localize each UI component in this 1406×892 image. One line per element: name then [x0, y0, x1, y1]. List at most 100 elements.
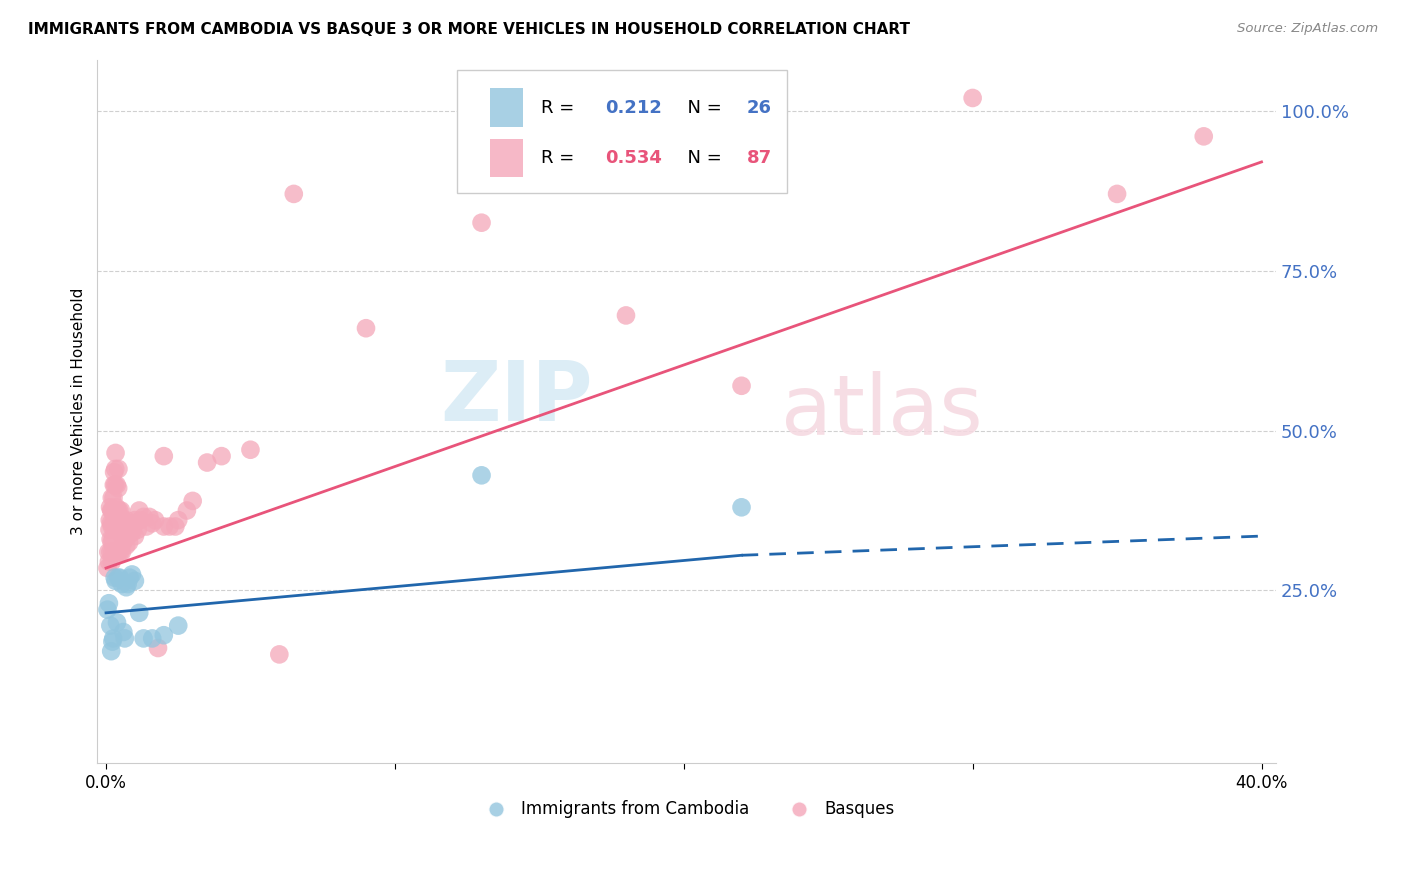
Point: [104, 571, 127, 585]
Point: [152, 449, 174, 463]
Point: [98, 513, 121, 527]
Point: [108, 503, 131, 517]
Point: [152, 628, 174, 642]
Point: [211, 449, 233, 463]
Point: [165, 519, 187, 533]
Point: [101, 545, 124, 559]
Point: [117, 577, 139, 591]
Point: [101, 555, 124, 569]
Point: [167, 618, 190, 632]
Text: atlas: atlas: [780, 371, 983, 452]
Text: 87: 87: [747, 149, 772, 167]
Point: [97, 545, 120, 559]
Point: [107, 571, 129, 585]
Point: [115, 513, 138, 527]
Point: [181, 494, 204, 508]
Point: [103, 503, 125, 517]
Point: [132, 632, 155, 646]
Point: [104, 503, 127, 517]
Point: [167, 513, 190, 527]
Point: [100, 503, 122, 517]
Point: [115, 539, 138, 553]
Point: [111, 545, 134, 559]
Text: R =: R =: [540, 149, 579, 167]
Text: IMMIGRANTS FROM CAMBODIA VS BASQUE 3 OR MORE VEHICLES IN HOUSEHOLD CORRELATION C: IMMIGRANTS FROM CAMBODIA VS BASQUE 3 OR …: [28, 22, 910, 37]
Point: [97, 555, 120, 569]
Point: [105, 519, 128, 533]
Point: [614, 309, 637, 323]
Point: [105, 478, 128, 492]
Point: [962, 91, 984, 105]
Point: [129, 513, 152, 527]
Point: [104, 446, 127, 460]
Point: [146, 640, 169, 655]
Text: R =: R =: [540, 99, 579, 117]
Point: [107, 462, 129, 476]
Point: [100, 516, 122, 531]
Point: [98, 545, 121, 559]
Point: [195, 456, 218, 470]
Point: [98, 500, 121, 515]
Point: [104, 462, 127, 476]
Point: [127, 523, 149, 537]
Text: Source: ZipAtlas.com: Source: ZipAtlas.com: [1237, 22, 1378, 36]
Point: [132, 509, 155, 524]
Point: [269, 648, 291, 662]
Point: [108, 519, 131, 533]
Point: [101, 634, 124, 648]
Point: [110, 525, 132, 540]
Point: [141, 632, 163, 646]
Point: [135, 519, 157, 533]
Point: [97, 596, 120, 610]
Point: [96, 602, 118, 616]
Point: [124, 513, 146, 527]
Point: [283, 186, 305, 201]
Point: [112, 535, 135, 549]
Point: [114, 533, 136, 547]
Point: [115, 580, 138, 594]
Text: 26: 26: [747, 99, 772, 117]
Point: [108, 571, 131, 585]
Point: [104, 545, 127, 559]
Point: [111, 577, 134, 591]
Point: [112, 625, 135, 640]
Point: [112, 513, 135, 527]
Point: [159, 519, 181, 533]
Point: [107, 545, 129, 559]
Point: [730, 500, 752, 515]
Point: [104, 574, 127, 588]
Point: [124, 529, 146, 543]
Point: [138, 509, 160, 524]
Point: [730, 378, 752, 392]
Point: [100, 644, 122, 658]
Text: ZIP: ZIP: [440, 357, 592, 438]
Point: [354, 321, 377, 335]
Point: [1107, 186, 1129, 201]
Text: 0.534: 0.534: [606, 149, 662, 167]
Point: [104, 523, 127, 537]
Text: 0.212: 0.212: [606, 99, 662, 117]
Legend: Immigrants from Cambodia, Basques: Immigrants from Cambodia, Basques: [472, 794, 901, 825]
Point: [105, 500, 128, 515]
Point: [152, 519, 174, 533]
Point: [105, 615, 128, 630]
Point: [124, 574, 146, 588]
Point: [120, 525, 142, 540]
Point: [98, 618, 121, 632]
Point: [103, 478, 125, 492]
Point: [470, 468, 492, 483]
Point: [107, 523, 129, 537]
Point: [114, 632, 136, 646]
Point: [101, 503, 124, 517]
Point: [121, 567, 143, 582]
Point: [107, 503, 129, 517]
Point: [118, 516, 141, 531]
Point: [239, 442, 262, 457]
FancyBboxPatch shape: [489, 88, 523, 127]
Point: [103, 465, 125, 479]
Point: [141, 516, 163, 531]
Point: [104, 478, 127, 492]
Point: [107, 481, 129, 495]
Point: [105, 545, 128, 559]
Point: [101, 516, 124, 531]
